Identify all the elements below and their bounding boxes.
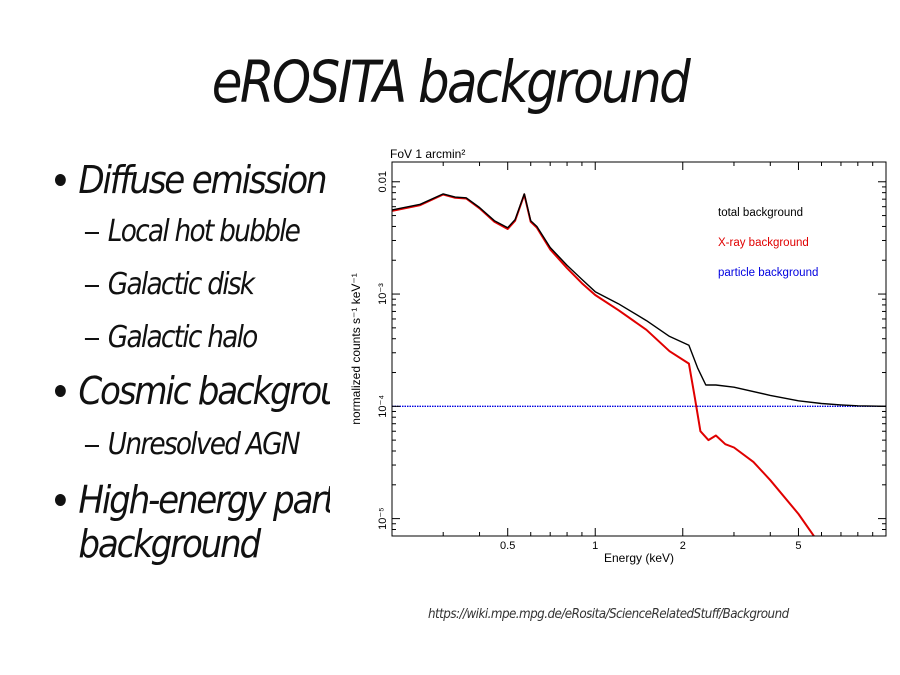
sub-bullet-label: Unresolved AGN [107, 427, 301, 462]
dash-icon [84, 338, 99, 340]
chart-background [330, 130, 900, 570]
y-tick-label: 10⁻⁴ [377, 395, 389, 418]
slide-title: eROSITA background [211, 48, 691, 116]
x-tick-label: 2 [680, 540, 686, 552]
source-url-text: https://wiki.mpe.mpg.de/eRosita/ScienceR… [428, 607, 789, 622]
bullet-dot-icon [55, 494, 66, 506]
sub-bullet-label: Galactic halo [107, 320, 259, 355]
plot-frame [391, 161, 887, 537]
y-tick-label: 10⁻³ [377, 283, 389, 305]
bullet-dot-icon [55, 174, 66, 186]
sub-bullet-label: Local hot bubble [107, 214, 301, 249]
x-tick-label: 0.5 [500, 540, 515, 552]
legend: total background X-ray background particle… [718, 207, 818, 279]
x-axis-label: Energy (keV) [604, 551, 674, 565]
sub-bullet-local-hot-bubble: Local hot bubble [55, 214, 377, 249]
y-tick-label: 0.01 [377, 171, 389, 192]
bullet-label-line2: background [78, 522, 261, 566]
plot-series-group [392, 193, 886, 536]
sub-bullet-galactic-disk: Galactic disk [55, 267, 377, 302]
legend-item-total-background: total background [718, 207, 803, 219]
bullet-diffuse-emission: Diffuse emission [55, 158, 384, 202]
series-line-total-background [392, 193, 886, 407]
y-tick-label: 10⁻⁵ [377, 507, 389, 530]
x-tick-label: 5 [795, 540, 801, 552]
sub-bullet-unresolved-agn: Unresolved AGN [55, 427, 377, 462]
y-axis-label: normalized counts s⁻¹ keV⁻¹ [349, 273, 363, 424]
x-tick-label: 1 [592, 540, 598, 552]
dash-icon [84, 445, 99, 447]
dash-icon [84, 232, 99, 234]
background-spectrum-chart: FoV 1 arcmin² 0.5 1 2 5 0.01 10⁻³ 10⁻⁴ 10⁻⁵ Ene… [330, 130, 900, 570]
legend-item-particle-background: particle background [718, 267, 818, 279]
chart-title: FoV 1 arcmin² [390, 147, 465, 161]
bullet-dot-icon [55, 385, 66, 397]
legend-item-x-ray-background: X-ray background [718, 237, 809, 249]
dash-icon [84, 285, 99, 287]
axis-ticks-group: 0.5 1 2 5 0.01 10⁻³ 10⁻⁴ 10⁻⁵ [377, 162, 886, 552]
bullet-label: Diffuse emission [78, 158, 327, 202]
sub-bullet-galactic-halo: Galactic halo [55, 320, 377, 355]
sub-bullet-label: Galactic disk [107, 267, 255, 302]
